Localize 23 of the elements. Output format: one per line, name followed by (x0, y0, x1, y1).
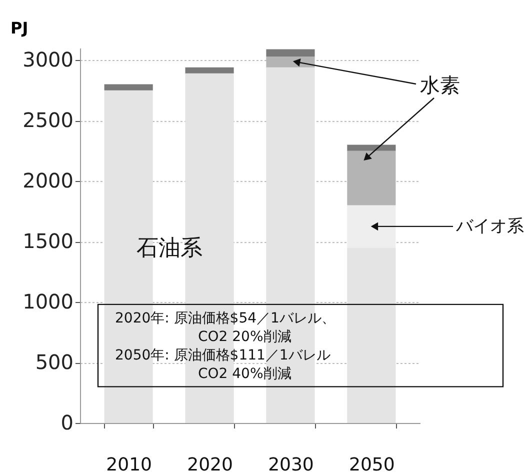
annotation: 石油系 (136, 236, 203, 261)
text: バイオ系 (455, 216, 524, 236)
y-tick-label: 3000 (22, 48, 74, 72)
annotation: 2050年: 原油価格$111／1バレル (115, 347, 330, 364)
x-tick-label: 2010 (106, 454, 152, 473)
y-tick-label: 2000 (22, 168, 74, 193)
bar (266, 49, 315, 56)
bar (185, 67, 234, 74)
y-tick-label: 2500 (22, 108, 74, 132)
y-tick-label: 1000 (22, 290, 74, 314)
annotation: 水素 (420, 73, 460, 97)
y-axis-title: PJ (10, 18, 28, 38)
bar (347, 144, 396, 151)
bar (104, 84, 153, 90)
y-tick-label: 1500 (22, 229, 74, 254)
annotation: CO2 20%削減 (198, 328, 292, 345)
y-tick-label: 500 (35, 350, 74, 374)
y-tick-label: 0 (60, 410, 74, 434)
x-tick-label: 2050 (349, 454, 395, 473)
x-tick-label: 2030 (268, 454, 314, 473)
x-tick-label: 2020 (187, 454, 233, 473)
annotation: 2020年: 原油価格$54／1バレル、 (115, 310, 336, 326)
annotation: CO2 40%削減 (198, 366, 292, 382)
